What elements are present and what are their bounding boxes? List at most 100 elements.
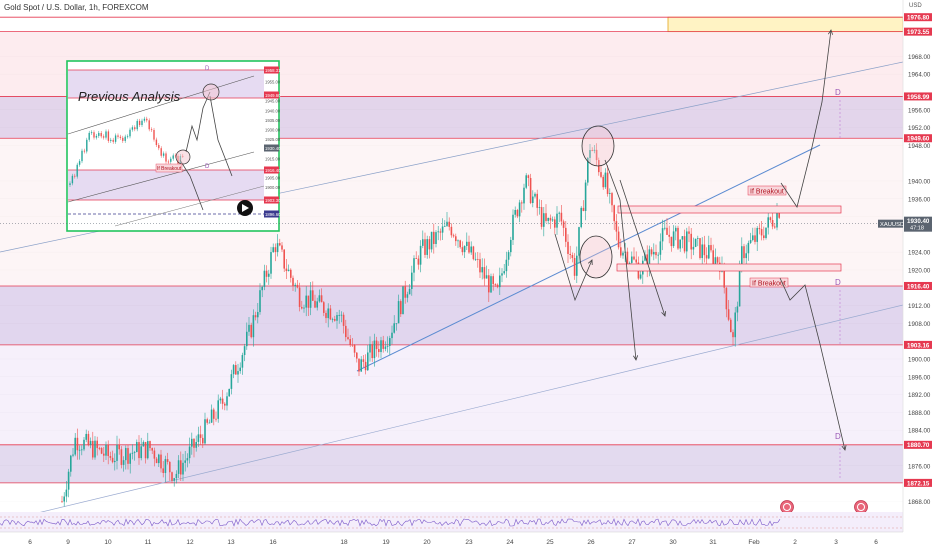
projection-arrow-1 — [779, 277, 846, 451]
previous-analysis-inset: Previous Analysis If Breakout D D 1958.31 194… — [66, 60, 281, 232]
inset-candle-body — [141, 120, 143, 126]
candle-body — [356, 352, 358, 359]
candle-body — [560, 212, 563, 222]
candle-body — [195, 441, 197, 448]
inset-play-icon — [242, 204, 249, 212]
candle-body — [437, 231, 439, 233]
candle-body — [340, 314, 343, 316]
candle-body — [758, 228, 761, 230]
news-icon-1 — [854, 500, 868, 514]
inset-candle-body — [78, 161, 81, 165]
candle-body — [670, 236, 673, 247]
arrow-head-1 — [841, 445, 847, 451]
candle-body — [525, 175, 527, 188]
candle-body — [404, 286, 406, 298]
candle-body — [664, 227, 666, 229]
candle-body — [620, 247, 622, 256]
candle-body — [184, 460, 186, 463]
range-bottom-box — [616, 263, 842, 272]
inset-candle-body — [83, 150, 86, 152]
candle-body — [281, 245, 283, 250]
inset-side-tick-3: 1940.00 — [265, 108, 281, 113]
candle-body — [391, 332, 393, 339]
inset-candle-body — [162, 153, 165, 156]
inset-candle-body — [105, 131, 107, 138]
candle-body — [666, 227, 668, 235]
candle-body — [644, 254, 646, 261]
candle-body — [576, 255, 578, 276]
candle-body — [74, 437, 76, 455]
candle-body — [61, 501, 63, 503]
inset-circle-bottom — [175, 149, 191, 165]
level-tag-0: 1976.80 — [907, 15, 930, 22]
candle-body — [505, 259, 508, 272]
candle-body — [690, 233, 692, 250]
candle-body — [523, 187, 525, 204]
candle-body — [301, 306, 303, 309]
candle-body — [287, 269, 290, 272]
candle-body — [70, 455, 72, 472]
time-tick-1: 9 — [66, 539, 70, 546]
candle-body — [426, 239, 428, 255]
candle-body — [272, 247, 274, 253]
time-axis-bg — [0, 533, 903, 550]
price-tick-1: 1876.00 — [908, 463, 931, 470]
candle-body — [318, 295, 321, 302]
candle-body — [182, 462, 184, 475]
candle-body — [479, 259, 481, 273]
candle-body — [514, 209, 516, 215]
symbol-tag-bg — [878, 219, 903, 228]
inset-price-tag-bg-5 — [264, 210, 279, 218]
inset-candle-body — [148, 120, 150, 130]
d-label-middle: D — [835, 278, 841, 287]
inset-candle-body — [74, 175, 76, 177]
inset-candle-body — [110, 139, 112, 141]
candle-body — [584, 182, 587, 211]
time-tick-4: 12 — [186, 539, 194, 546]
candle-body — [490, 276, 492, 293]
price-tick-5: 1896.00 — [908, 374, 931, 381]
candle-body — [336, 315, 338, 321]
candle-body — [580, 207, 582, 228]
candle-body — [208, 422, 211, 424]
candle-body — [558, 212, 560, 214]
symbol-title: Gold Spot / U.S. Dollar, 1h, FOREXCOM — [4, 3, 149, 12]
inset-channel-bottom — [67, 151, 255, 203]
inset-candle-body — [71, 175, 74, 184]
candle-body — [521, 202, 523, 204]
candle-body — [681, 236, 684, 240]
candle-body — [257, 312, 259, 318]
candle-body — [756, 228, 758, 242]
candle-body — [305, 295, 307, 308]
price-tick-15: 1952.00 — [908, 125, 931, 132]
candle-body — [573, 257, 576, 276]
candle-body — [87, 433, 90, 445]
inset-side-tick-11: 1900.00 — [265, 185, 281, 190]
inset-channel-top — [67, 75, 255, 135]
candle-body — [512, 214, 514, 240]
candle-body — [767, 217, 769, 228]
candle-body — [547, 217, 549, 221]
time-tick-18: 2 — [793, 539, 797, 546]
candle-body — [342, 314, 345, 326]
candle-body — [397, 301, 400, 324]
price-tick-4: 1892.00 — [908, 392, 931, 399]
candle-body — [367, 352, 369, 371]
candle-body — [507, 252, 510, 260]
inset-candle-body — [143, 118, 146, 121]
rising-trendline — [356, 144, 821, 372]
candle-body — [294, 284, 296, 286]
candle-body — [672, 231, 675, 247]
candle-body — [578, 227, 580, 256]
candle-body — [699, 238, 701, 258]
candle-body — [734, 312, 736, 338]
level-tag-5: 1903.16 — [907, 342, 930, 349]
inset-circle-top — [202, 83, 220, 101]
candle-body — [162, 468, 164, 473]
level-tag-4: 1916.40 — [907, 283, 930, 290]
inset-candle-body — [126, 136, 129, 138]
candle-body — [351, 344, 354, 346]
candle-body — [587, 157, 589, 183]
candle-body — [749, 240, 752, 243]
